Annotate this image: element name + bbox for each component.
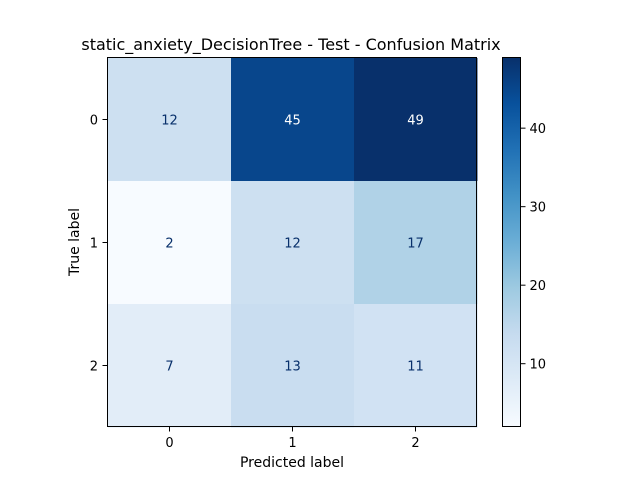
colorbar-tick-label: 40 bbox=[530, 122, 547, 137]
chart-title: static_anxiety_DecisionTree - Test - Con… bbox=[81, 35, 500, 55]
x-axis-ticks: 0 1 2 bbox=[165, 426, 420, 451]
x-tick-label: 2 bbox=[411, 436, 419, 451]
heatmap-cell-labels: 12 45 49 2 12 17 7 13 11 bbox=[161, 114, 424, 375]
y-tick-label: 2 bbox=[90, 360, 98, 375]
x-tick-label: 1 bbox=[288, 436, 296, 451]
cell-value-label: 12 bbox=[161, 114, 178, 129]
cell-value-label: 49 bbox=[407, 114, 424, 129]
heatmap-cell bbox=[231, 304, 355, 428]
colorbar-tick-label: 20 bbox=[530, 279, 547, 294]
heatmap-cell bbox=[231, 58, 355, 182]
cell-value-label: 7 bbox=[165, 360, 173, 375]
cell-value-label: 45 bbox=[284, 114, 301, 129]
heatmap-cell bbox=[231, 181, 355, 305]
cell-value-label: 17 bbox=[407, 237, 424, 252]
heatmap-cell bbox=[108, 58, 232, 182]
colorbar-tick-label: 30 bbox=[530, 201, 547, 216]
cell-value-label: 11 bbox=[407, 360, 424, 375]
cell-value-label: 13 bbox=[284, 360, 301, 375]
cell-value-label: 12 bbox=[284, 237, 301, 252]
heatmap-cells bbox=[108, 58, 478, 428]
heatmap-cell bbox=[354, 304, 478, 428]
heatmap-cell bbox=[354, 58, 478, 182]
y-axis-label: True label bbox=[67, 208, 83, 277]
y-tick-label: 1 bbox=[90, 237, 98, 252]
heatmap-cell bbox=[108, 181, 232, 305]
y-axis-ticks: 0 1 2 bbox=[90, 114, 108, 375]
colorbar-ticks: 10 20 30 40 bbox=[520, 122, 547, 373]
colorbar bbox=[502, 57, 521, 427]
y-tick-label: 0 bbox=[90, 114, 98, 129]
x-axis-label: Predicted label bbox=[240, 455, 344, 471]
cell-value-label: 2 bbox=[165, 237, 173, 252]
x-tick-label: 0 bbox=[165, 436, 173, 451]
heatmap-cell bbox=[354, 181, 478, 305]
heatmap-cell bbox=[108, 304, 232, 428]
colorbar-tick-label: 10 bbox=[530, 358, 547, 373]
